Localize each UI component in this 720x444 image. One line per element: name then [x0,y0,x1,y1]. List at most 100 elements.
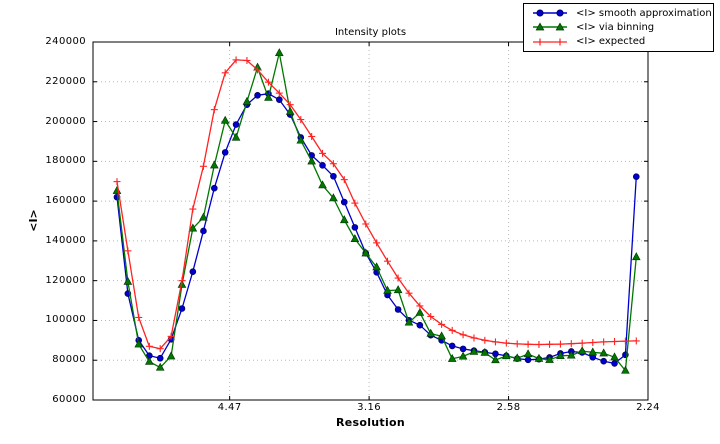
data-point-triangle [339,215,349,224]
data-point-triangle [523,349,533,358]
data-point-circle [211,184,218,192]
data-point-circle [221,149,229,156]
series-line-triangle-up [116,52,637,372]
data-point-triangle [361,248,371,257]
data-point-triangle [188,223,198,232]
data-point-triangle [588,347,598,356]
y-tick-label: 60000 [52,394,86,405]
data-point-triangle [469,346,479,355]
x-axis-label: Resolution [335,416,406,429]
data-point-circle [459,345,467,353]
data-point-circle [254,92,261,99]
data-point-triangle [231,132,241,141]
legend-label: <I> via binning [576,21,655,33]
data-point-triangle [545,354,554,363]
y-tick-label: 180000 [45,155,86,167]
data-point-circle [330,172,337,180]
data-point-triangle [599,348,608,357]
legend-line-circle-icon [533,9,567,17]
data-point-triangle [534,353,544,362]
legend-item-expected: <I> expected [530,35,709,49]
data-point-triangle [329,193,338,202]
data-point-triangle [437,331,446,340]
data-point-triangle [415,307,425,316]
legend-line-triangle-icon [533,22,567,31]
y-tick-label: 120000 [45,274,86,286]
chart-title: Intensity plots [334,27,407,38]
legend-line-plus-icon [533,38,567,46]
legend: <I> smooth approximation <I> via binning… [523,3,714,52]
y-tick-label: 140000 [45,234,86,246]
data-point-triangle [242,96,252,105]
data-point-triangle [512,353,522,362]
data-point-triangle [577,346,587,355]
y-axis-label: <I> [26,209,40,232]
data-point-triangle [155,362,165,371]
legend-item-smooth-approximation: <I> smooth approximation [530,6,712,20]
data-point-circle [178,305,186,312]
data-point-circle [156,354,164,362]
data-point-triangle [502,351,511,360]
data-point-circle [448,342,456,350]
data-point-triangle [566,350,576,359]
data-point-circle [524,356,532,364]
data-point-triangle [285,106,295,115]
data-point-triangle [631,252,641,261]
data-point-triangle [296,135,306,144]
data-point-circle [340,198,348,206]
data-point-triangle [307,156,316,165]
data-point-triangle [112,185,122,194]
data-point-circle [276,96,283,103]
data-point-triangle [264,92,273,101]
data-point-triangle [318,180,327,189]
x-tick-label: 3.16 [357,402,382,413]
data-point-triangle [447,354,457,362]
data-point-triangle [404,317,414,326]
data-point-circle [351,224,359,231]
data-point-triangle [426,328,436,337]
data-point-circle [232,121,240,128]
data-point-triangle [480,347,490,356]
x-tick-label: 2.24 [636,402,660,413]
legend-label: <I> smooth approximation [576,7,712,19]
data-point-triangle [556,351,565,359]
data-point-triangle [166,351,176,360]
y-tick-label: 100000 [45,314,86,326]
y-tick-label: 160000 [45,195,86,207]
data-point-circle [189,268,197,276]
data-point-triangle [274,48,284,57]
data-point-triangle [199,212,208,221]
data-point-circle [600,357,607,365]
data-point-circle [632,173,640,180]
data-point-circle [200,227,207,235]
y-tick-label: 80000 [52,354,86,366]
data-point-triangle [621,365,630,374]
x-tick-label: 4.47 [217,402,242,413]
data-point-triangle [134,339,144,348]
data-point-triangle [210,160,219,169]
legend-label: <I> expected [576,36,646,48]
data-point-triangle [220,115,230,124]
data-point-triangle [458,351,468,360]
y-tick-label: 220000 [45,75,86,87]
y-tick-label: 200000 [45,115,86,127]
x-tick-label: 2.58 [496,402,521,413]
data-point-circle [416,321,424,329]
y-tick-label: 240000 [45,36,86,47]
data-point-circle [319,162,326,169]
plot-border [92,41,649,401]
data-point-circle [611,360,618,367]
data-point-triangle [383,285,392,294]
data-point-triangle [372,262,381,271]
data-point-triangle [610,352,619,361]
data-point-triangle [145,356,154,365]
data-point-triangle [491,355,500,364]
legend-item-via-binning: <I> via binning [530,20,709,34]
data-point-triangle [123,276,133,285]
series-line-plus [116,59,637,350]
data-point-triangle [350,234,360,242]
data-point-circle [394,306,402,313]
data-point-triangle [393,285,403,294]
